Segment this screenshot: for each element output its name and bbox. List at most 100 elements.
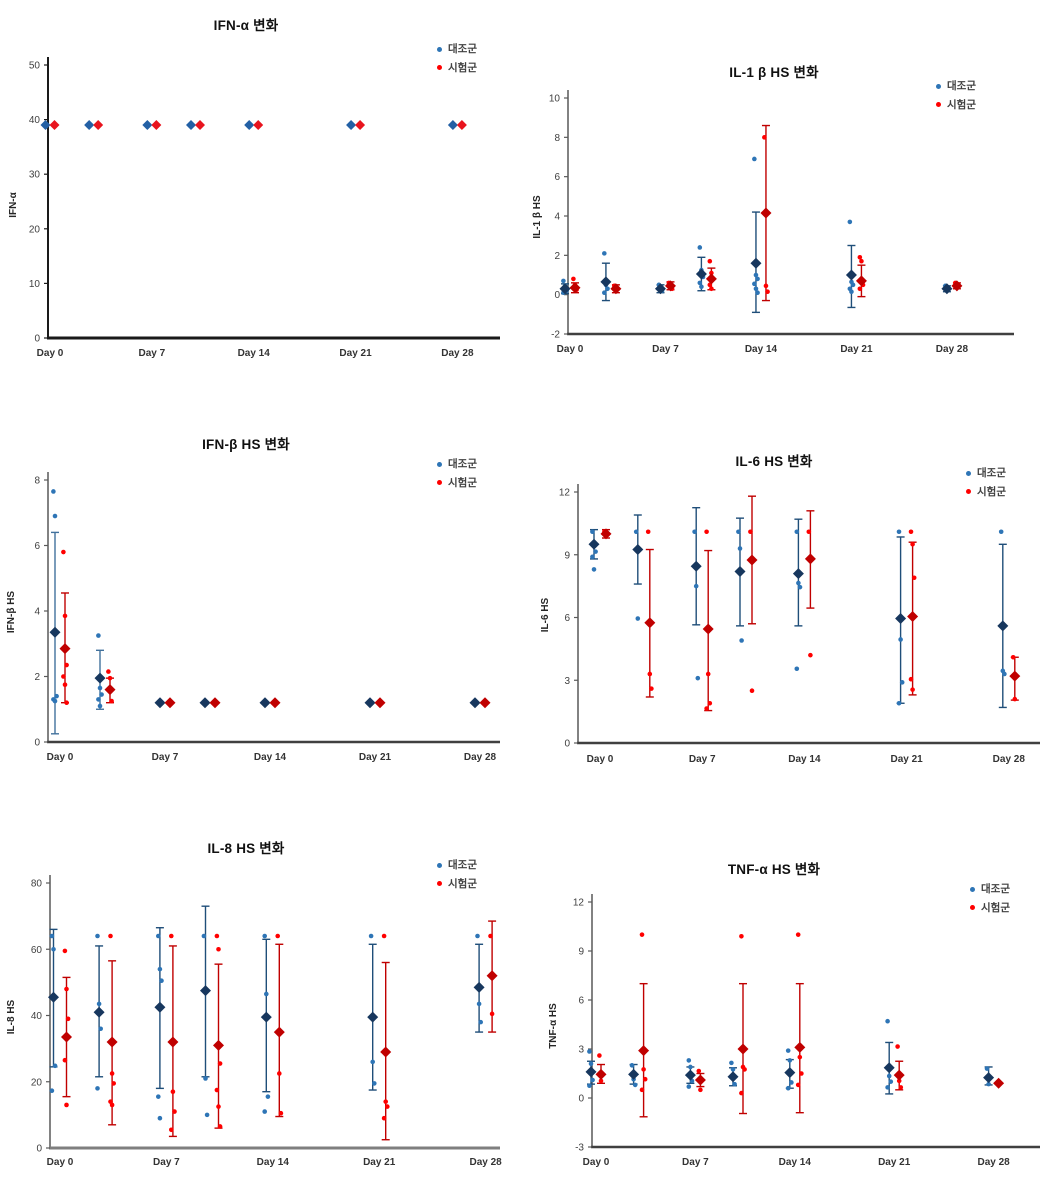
svg-text:12: 12 [573,898,585,909]
legend-label-test: 시험군 [977,485,1006,498]
test-series-dot-icon [936,102,941,108]
svg-text:-3: -3 [575,1143,584,1154]
chart-title-tnf-alpha-hs: TNF-α HS 변화 [727,862,821,877]
svg-text:0: 0 [34,738,40,749]
test-series-dot-icon [970,905,975,911]
svg-text:20: 20 [29,224,41,235]
svg-text:Day 7: Day 7 [652,344,679,355]
chart-legend: 대조군 시험군 [437,459,477,488]
svg-text:80: 80 [31,879,43,890]
svg-text:Day 7: Day 7 [682,1157,709,1168]
svg-text:4: 4 [34,607,40,618]
legend-item-control: 대조군 [437,44,477,55]
control-series-dot-icon [437,862,442,868]
svg-text:12: 12 [559,488,571,499]
svg-text:Day 28: Day 28 [993,754,1026,765]
test-series-dot-icon [966,489,971,495]
svg-text:Day 28: Day 28 [469,1157,502,1168]
legend-label-test: 시험군 [947,98,976,111]
chart-title-ifn-alpha: IFN-α 변화 [213,18,279,33]
svg-text:3: 3 [564,676,570,687]
legend-label-control: 대조군 [977,467,1006,479]
legend-item-control: 대조군 [437,860,477,871]
legend-label-test: 시험군 [448,877,477,890]
svg-text:60: 60 [31,945,43,956]
chart-canvas-il-1b-hs: -2 0 2 4 6 8 10 Day 0 Day 7 Day 14 Day 21 Day 28 IL-… [532,90,1014,355]
chart-title-il-1b-hs: IL-1 β HS 변화 [729,65,819,80]
svg-text:6: 6 [564,613,570,624]
svg-text:10: 10 [29,279,41,290]
chart-title-il-8-hs: IL-8 HS 변화 [207,841,285,856]
chart-panel-il-1b-hs: IL-1 β HS 변화 대조군 시험군 -2 0 2 4 6 8 10 Day 0 Day 7… [528,55,1056,400]
test-series-dot-icon [437,480,442,486]
svg-text:Day 28: Day 28 [936,344,969,355]
chart-title-ifn-beta-hs: IFN-β HS 변화 [202,437,290,452]
legend-label-control: 대조군 [981,883,1010,895]
legend-label-test: 시험군 [448,476,477,489]
svg-text:Day 21: Day 21 [878,1157,911,1168]
legend-item-control: 대조군 [437,459,477,470]
legend-label-test: 시험군 [448,61,477,74]
svg-text:IL-8 HS: IL-8 HS [6,999,17,1034]
chart-panel-ifn-alpha: IFN-α 변화 대조군 시험군 0 10 20 30 40 50 Day 0 Day 7 Da… [0,0,528,410]
legend-label-control: 대조군 [448,859,477,871]
svg-text:9: 9 [578,947,584,958]
legend-item-test: 시험군 [437,476,477,489]
svg-text:0: 0 [578,1094,584,1105]
chart-legend: 대조군 시험군 [966,468,1006,497]
svg-text:Day 0: Day 0 [587,754,614,765]
control-series-dot-icon [966,470,971,476]
svg-text:Day 0: Day 0 [37,348,64,359]
svg-text:30: 30 [29,170,41,181]
chart-panel-ifn-beta-hs: IFN-β HS 변화 대조군 시험군 0 2 4 6 8 Day 0 Day 7 Day 1… [0,420,528,792]
chart-canvas-il-8-hs: 0 20 40 60 80 Day 0 Day 7 Day 14 Day 21 Day 28 IL-… [6,875,502,1168]
svg-text:4: 4 [554,212,560,223]
svg-text:9: 9 [564,550,570,561]
legend-label-control: 대조군 [448,43,477,55]
legend-label-test: 시험군 [981,901,1010,914]
svg-text:6: 6 [578,996,584,1007]
legend-item-test: 시험군 [966,485,1006,498]
svg-text:Day 21: Day 21 [840,344,873,355]
svg-text:10: 10 [549,94,561,105]
svg-text:Day 7: Day 7 [139,348,166,359]
svg-text:Day 21: Day 21 [890,754,923,765]
legend-item-control: 대조군 [970,884,1010,895]
svg-text:40: 40 [31,1011,43,1022]
svg-text:Day 0: Day 0 [557,344,584,355]
legend-item-test: 시험군 [936,98,976,111]
legend-item-test: 시험군 [970,901,1010,914]
svg-text:3: 3 [578,1045,584,1056]
svg-text:Day 21: Day 21 [339,348,372,359]
svg-text:Day 14: Day 14 [257,1157,290,1168]
svg-text:0: 0 [34,334,40,345]
svg-text:8: 8 [34,476,40,487]
svg-text:Day 14: Day 14 [788,754,821,765]
svg-text:Day 7: Day 7 [152,752,179,763]
test-series-dot-icon [437,881,442,887]
svg-text:Day 14: Day 14 [238,348,271,359]
svg-text:2: 2 [34,672,40,683]
chart-legend: 대조군 시험군 [970,884,1010,913]
chart-panel-il-8-hs: IL-8 HS 변화 대조군 시험군 0 20 40 60 80 Day 0 Day 7 Da… [0,815,528,1197]
svg-text:IL-6 HS: IL-6 HS [540,597,551,632]
svg-text:Day 28: Day 28 [464,752,497,763]
svg-text:Day 0: Day 0 [47,1157,74,1168]
chart-canvas-ifn-beta-hs: 0 2 4 6 8 Day 0 Day 7 Day 14 Day 21 Day 28 IFN-β H… [6,472,500,763]
svg-text:Day 21: Day 21 [359,752,392,763]
svg-text:Day 14: Day 14 [779,1157,812,1168]
svg-text:Day 7: Day 7 [153,1157,180,1168]
svg-text:Day 28: Day 28 [441,348,474,359]
chart-panel-il-6-hs: IL-6 HS 변화 대조군 시험군 0 3 6 9 12 Day 0 Day 7 Day 1… [528,440,1056,815]
svg-text:40: 40 [29,115,41,126]
svg-text:Day 0: Day 0 [47,752,74,763]
svg-text:0: 0 [554,290,560,301]
svg-text:Day 0: Day 0 [583,1157,610,1168]
legend-label-control: 대조군 [448,458,477,470]
svg-text:IFN-β HS: IFN-β HS [6,591,17,634]
control-series-dot-icon [437,461,442,467]
chart-legend: 대조군 시험군 [437,860,477,889]
svg-text:0: 0 [564,739,570,750]
svg-text:Day 28: Day 28 [977,1157,1010,1168]
